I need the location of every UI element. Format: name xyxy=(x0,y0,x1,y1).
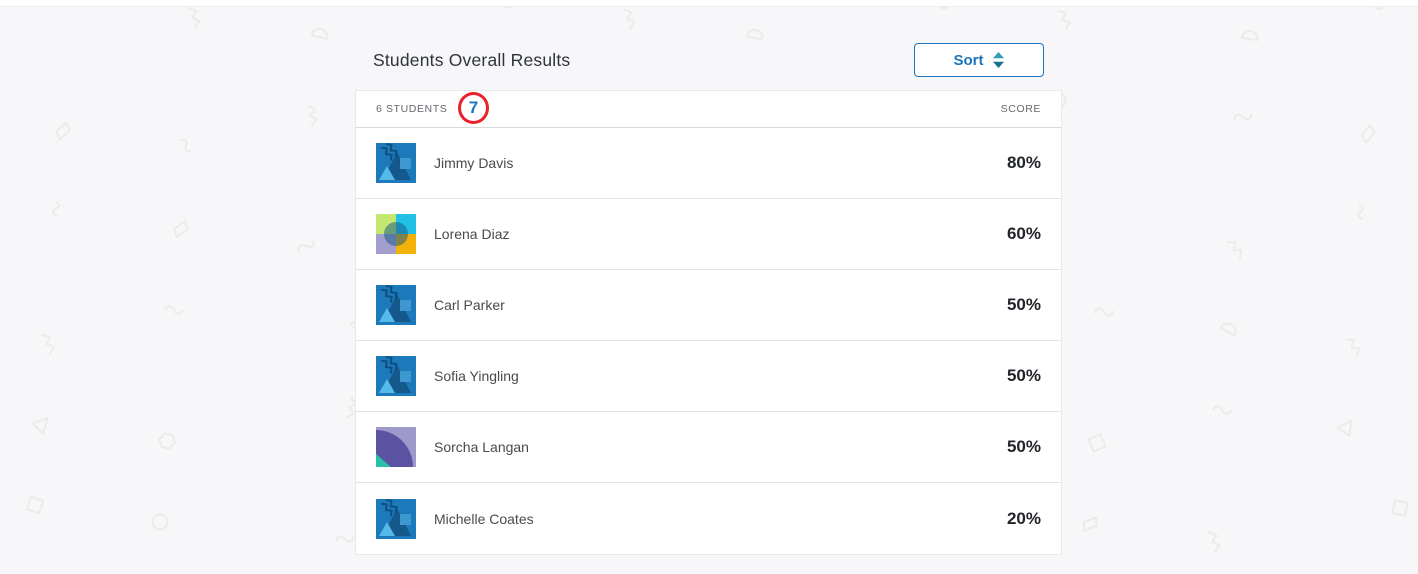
student-score-value: 80% xyxy=(1006,153,1041,172)
sort-button[interactable]: Sort xyxy=(914,43,1044,77)
page-title: Students Overall Results xyxy=(373,50,571,70)
student-score-value: 50% xyxy=(1006,437,1041,456)
students-list: Jimmy Davis 80% Lorena Diaz 60% Carl Par… xyxy=(356,128,1061,554)
student-row[interactable]: Jimmy Davis 80% xyxy=(356,128,1061,199)
student-name: Michelle Coates xyxy=(434,510,534,527)
student-name: Jimmy Davis xyxy=(434,155,514,171)
student-score-value: 50% xyxy=(1006,366,1041,385)
student-avatar xyxy=(376,214,416,254)
score-column-label: SCORE xyxy=(1000,103,1041,115)
sort-button-label: Sort xyxy=(953,51,984,69)
student-name: Carl Parker xyxy=(434,297,505,313)
student-avatar xyxy=(376,427,416,467)
student-score-value: 60% xyxy=(1006,224,1041,243)
student-row[interactable]: Michelle Coates 20% xyxy=(356,483,1061,554)
student-name: Lorena Diaz xyxy=(434,226,510,242)
step-annotation-circle: 7 xyxy=(458,92,489,124)
student-row[interactable]: Sorcha Langan 50% xyxy=(356,412,1061,483)
student-row[interactable]: Carl Parker 50% xyxy=(356,270,1061,341)
student-name: Sofia Yingling xyxy=(434,368,519,384)
top-strip xyxy=(0,0,1418,7)
student-score-value: 50% xyxy=(1006,295,1041,314)
sort-arrows-icon xyxy=(992,52,1005,68)
student-avatar xyxy=(376,498,416,539)
step-annotation-number: 7 xyxy=(468,98,479,117)
students-count-label: 6 STUDENTS xyxy=(376,103,448,115)
student-name: Sorcha Langan xyxy=(434,439,529,455)
student-avatar xyxy=(376,356,416,396)
student-avatar xyxy=(376,143,416,183)
student-avatar xyxy=(376,285,416,325)
student-row[interactable]: Sofia Yingling 50% xyxy=(356,341,1061,412)
students-results-card: 6 STUDENTS SCORE Jimmy Davis 80% Lorena … xyxy=(355,90,1062,555)
student-score-value: 20% xyxy=(1006,508,1041,528)
student-row[interactable]: Lorena Diaz 60% xyxy=(356,199,1061,270)
list-header: 6 STUDENTS SCORE xyxy=(356,91,1061,128)
